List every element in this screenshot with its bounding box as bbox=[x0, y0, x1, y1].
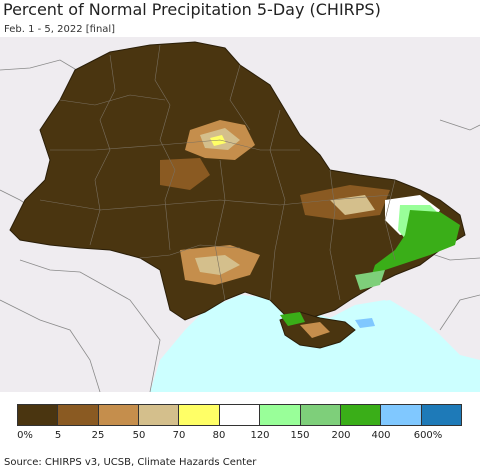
sea-of-azov bbox=[330, 300, 400, 330]
legend-label: 80 bbox=[212, 430, 226, 441]
legend-label: 150 bbox=[290, 430, 310, 441]
legend-label: 200 bbox=[331, 430, 351, 441]
neighbour-borders bbox=[0, 59, 480, 392]
map-subtitle: Feb. 1 - 5, 2022 [final] bbox=[4, 24, 116, 35]
legend-swatch bbox=[18, 405, 59, 425]
legend-swatch bbox=[381, 405, 422, 425]
legend-label: 5 bbox=[54, 430, 62, 441]
oblast-borders bbox=[39, 44, 396, 301]
legend-swatch bbox=[260, 405, 301, 425]
legend-label: 600% bbox=[413, 430, 443, 441]
legend-label: 50 bbox=[132, 430, 146, 441]
source-credit: Source: CHIRPS v3, UCSB, Climate Hazards… bbox=[4, 457, 257, 468]
legend-swatch bbox=[179, 405, 220, 425]
legend-swatch bbox=[139, 405, 180, 425]
ukraine-mainland bbox=[9, 41, 466, 321]
legend-swatch bbox=[340, 405, 382, 425]
legend-bar bbox=[17, 404, 462, 426]
map-title: Percent of Normal Precipitation 5-Day (C… bbox=[3, 0, 381, 19]
legend-label: 120 bbox=[250, 430, 270, 441]
legend-label: 400 bbox=[371, 430, 391, 441]
legend-label: 0% bbox=[17, 430, 33, 441]
legend-swatch bbox=[98, 405, 140, 425]
legend-swatch bbox=[421, 405, 461, 425]
legend-swatch bbox=[219, 405, 261, 425]
legend-swatch bbox=[58, 405, 99, 425]
legend-label: 70 bbox=[172, 430, 186, 441]
legend-label: 25 bbox=[91, 430, 105, 441]
precipitation-map bbox=[0, 37, 480, 392]
legend-swatch bbox=[300, 405, 341, 425]
